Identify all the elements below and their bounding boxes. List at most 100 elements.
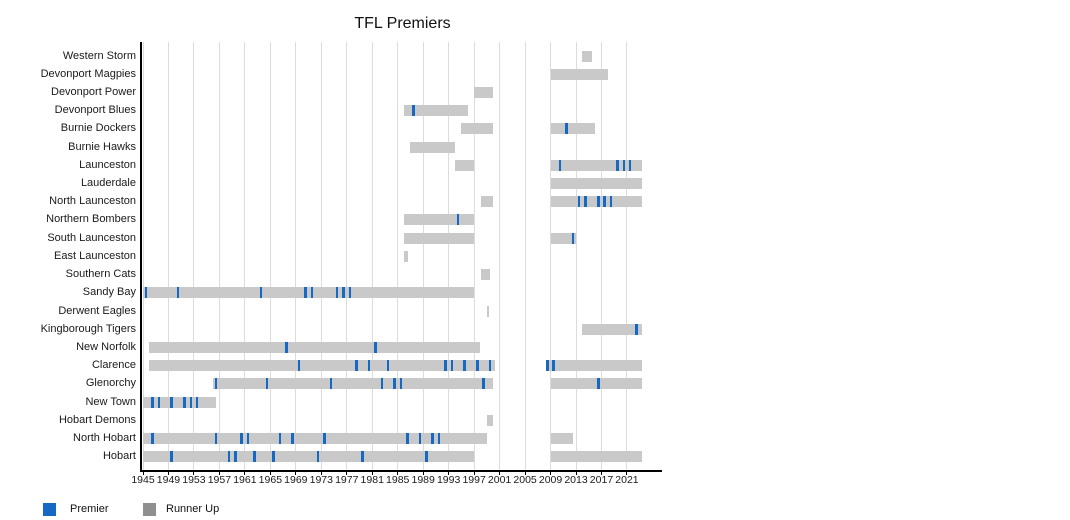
x-axis-tick <box>193 470 195 475</box>
premier-mark <box>285 342 288 354</box>
runner-up-bar <box>404 250 408 262</box>
premier-mark <box>253 451 256 463</box>
x-axis-tick <box>142 470 144 475</box>
premier-mark <box>450 360 454 372</box>
x-axis-tick <box>269 470 271 475</box>
runner-up-bar <box>550 433 573 445</box>
premier-mark <box>272 451 275 463</box>
x-tick-label: 2009 <box>538 474 563 486</box>
premier-mark <box>259 287 263 299</box>
team-label: East Launceston <box>54 249 136 262</box>
team-label: Devonport Magpies <box>40 67 136 80</box>
x-axis-tick <box>244 470 246 475</box>
premier-mark <box>335 287 339 299</box>
legend-runnerup-swatch <box>143 503 156 516</box>
team-label: Sandy Bay <box>82 286 136 299</box>
x-axis-tick <box>448 470 450 475</box>
premier-mark <box>609 196 613 208</box>
premier-mark <box>144 287 148 299</box>
x-axis-tick <box>524 470 526 475</box>
x-axis-tick <box>473 470 475 475</box>
premier-mark <box>214 433 218 445</box>
premier-mark <box>361 451 364 463</box>
premier-mark <box>635 323 638 335</box>
premier-mark <box>399 378 403 390</box>
x-tick-label: 1985 <box>386 474 410 486</box>
gridline <box>142 42 144 470</box>
team-label: Devonport Power <box>51 85 136 98</box>
gridline <box>371 42 373 470</box>
runner-up-bar <box>143 451 475 463</box>
premier-mark <box>278 433 282 445</box>
premier-mark <box>597 378 600 390</box>
premier-mark <box>195 396 199 408</box>
premier-mark <box>246 433 250 445</box>
team-label: Northern Bombers <box>46 213 136 226</box>
premier-mark <box>431 433 434 445</box>
team-label: South Launceston <box>47 231 136 244</box>
runner-up-bar <box>149 342 481 354</box>
premier-mark <box>348 287 352 299</box>
team-label: Burnie Hawks <box>68 140 136 153</box>
team-label: North Hobart <box>73 432 136 445</box>
x-tick-label: 1993 <box>436 474 461 486</box>
runner-up-bar <box>550 123 596 135</box>
premier-mark <box>393 378 396 390</box>
premier-mark <box>386 360 390 372</box>
runner-up-bar <box>582 50 592 62</box>
gridline <box>550 42 552 470</box>
premier-mark <box>304 287 307 299</box>
premier-mark <box>176 287 180 299</box>
premier-mark <box>622 159 626 171</box>
premier-mark <box>151 396 154 408</box>
premier-mark <box>482 378 485 390</box>
gridline <box>499 42 501 470</box>
gridline <box>524 42 526 470</box>
legend-premier-label: Premier <box>70 503 109 515</box>
runner-up-bar <box>550 232 577 244</box>
premier-mark <box>418 433 422 445</box>
x-axis-tick <box>371 470 373 475</box>
premier-mark <box>374 342 377 354</box>
premier-mark <box>189 396 192 408</box>
runner-up-bar <box>404 105 468 117</box>
gridline <box>448 42 450 470</box>
runner-up-bar <box>461 123 494 135</box>
team-label: Hobart <box>102 450 136 463</box>
x-axis-line <box>140 470 662 472</box>
premier-mark <box>425 451 428 463</box>
premier-mark <box>603 196 606 208</box>
premier-mark <box>412 105 415 117</box>
runner-up-bar <box>550 451 642 463</box>
team-label: Hobart Demons <box>58 413 136 426</box>
team-label: Burnie Dockers <box>60 122 136 135</box>
x-tick-label: 2017 <box>589 474 614 486</box>
runner-up-bar <box>480 269 491 281</box>
team-label: Western Storm <box>62 49 136 62</box>
x-tick-label: 1965 <box>258 474 283 486</box>
team-label: New Town <box>85 395 136 408</box>
premier-mark <box>584 196 587 208</box>
legend-premier-swatch <box>43 503 56 516</box>
runner-up-bar <box>404 214 475 226</box>
chart-title: TFL Premiers <box>354 15 451 32</box>
runner-up-bar <box>474 86 494 98</box>
x-tick-label: 1973 <box>309 474 333 486</box>
runner-up-bar <box>143 433 487 445</box>
x-axis-tick <box>295 470 297 475</box>
premier-mark <box>323 433 326 445</box>
team-label: Clarence <box>91 359 136 372</box>
team-label: Launceston <box>79 158 136 171</box>
runner-up-bar <box>547 360 642 372</box>
premier-mark <box>291 433 294 445</box>
gridline <box>295 42 297 470</box>
premier-mark <box>558 159 562 171</box>
gridline <box>244 42 246 470</box>
premier-mark <box>463 360 466 372</box>
premier-mark <box>316 451 320 463</box>
x-axis-tick <box>550 470 552 475</box>
x-tick-label: 1969 <box>284 474 308 486</box>
x-tick-label: 2001 <box>487 474 512 486</box>
x-axis-tick <box>499 470 501 475</box>
runner-up-bar <box>149 360 495 372</box>
